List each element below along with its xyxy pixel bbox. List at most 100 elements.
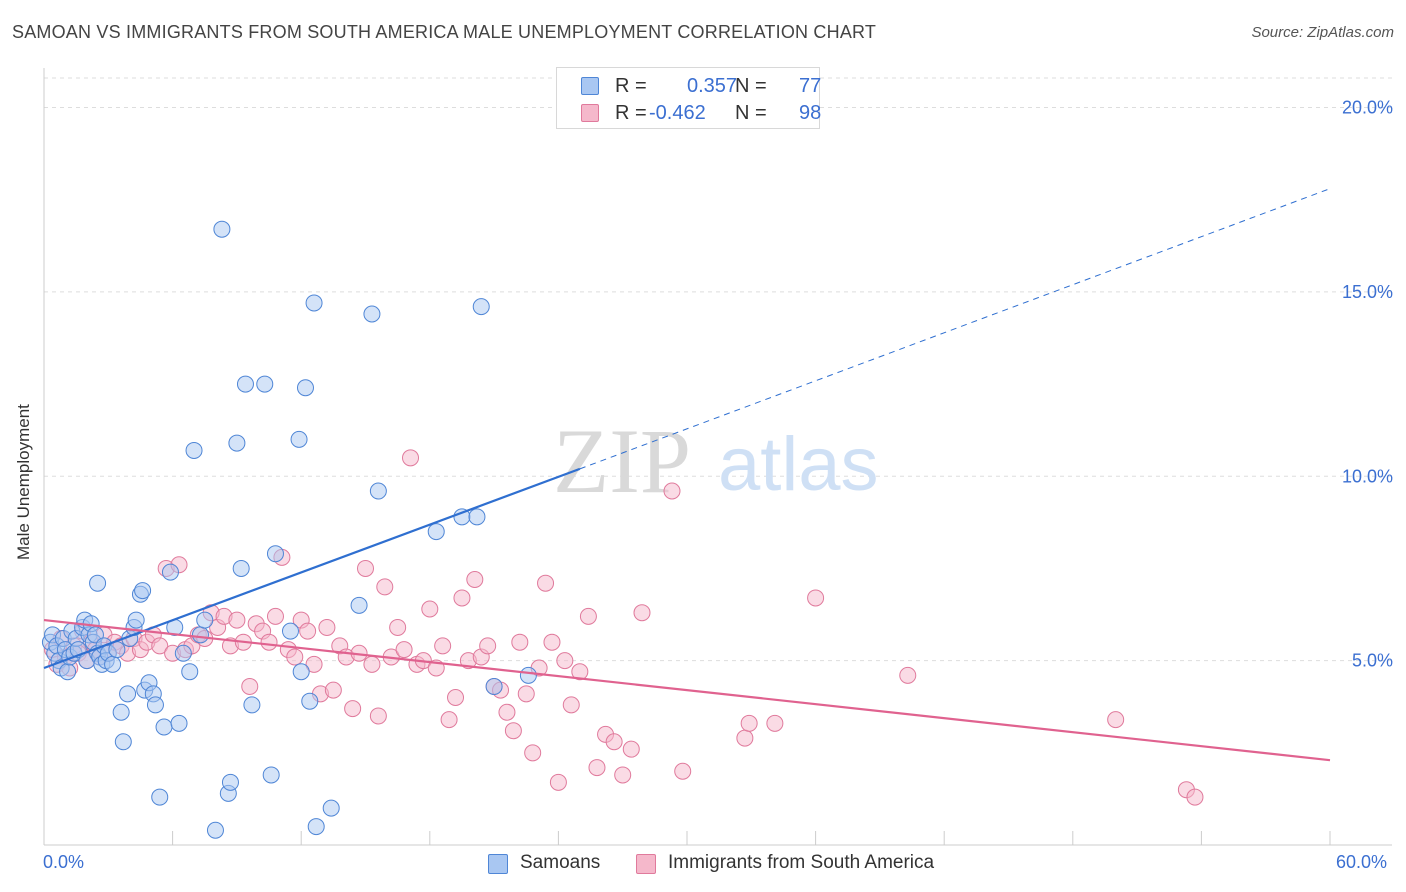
x-tick-max: 60.0% <box>1336 852 1388 872</box>
immigrants-point <box>344 700 362 718</box>
y-tick-label: 5.0% <box>1352 651 1393 671</box>
samoans-point <box>305 294 323 312</box>
samoans-point <box>112 703 130 721</box>
samoans-point <box>485 677 503 695</box>
immigrants-point <box>266 607 284 625</box>
immigrants-point <box>260 633 278 651</box>
samoans-point <box>155 718 173 736</box>
immigrants-point <box>674 762 692 780</box>
immigrants-point <box>363 655 381 673</box>
immigrants-point <box>562 696 580 714</box>
immigrants-point <box>1186 788 1204 806</box>
immigrants-point <box>605 733 623 751</box>
legend-n-value: 77 <box>799 75 822 97</box>
immigrants-point <box>663 482 681 500</box>
samoans-point <box>262 766 280 784</box>
immigrants-point <box>376 578 394 596</box>
samoans-point <box>170 714 188 732</box>
immigrants-point <box>228 611 246 629</box>
samoans-trend-extension <box>579 188 1331 470</box>
legend-swatch-samoans <box>581 77 599 95</box>
samoans-point <box>427 523 445 541</box>
samoans-point <box>59 663 77 681</box>
immigrants-point <box>549 773 567 791</box>
samoans-trend-line <box>43 467 581 670</box>
immigrants-point <box>447 689 465 706</box>
immigrants-point <box>151 637 169 655</box>
samoans-point <box>206 821 224 839</box>
samoans-point <box>213 220 231 238</box>
immigrants-point <box>479 637 497 655</box>
immigrants-point <box>517 685 535 703</box>
legend-n-value: 98 <box>799 102 822 124</box>
y-tick-label: 15.0% <box>1342 282 1393 302</box>
chart-title: SAMOAN VS IMMIGRANTS FROM SOUTH AMERICA … <box>12 22 877 42</box>
axes <box>43 68 1392 846</box>
immigrants-point <box>766 714 784 732</box>
samoans-point <box>185 441 203 459</box>
legend-swatch-immigrants <box>581 104 599 122</box>
immigrants-point <box>434 637 452 655</box>
samoans-point <box>161 563 179 581</box>
legend-r-value: -0.462 <box>649 102 706 124</box>
samoans-point <box>104 655 122 673</box>
samoans-point <box>266 545 284 563</box>
samoans-point <box>119 685 137 703</box>
samoans-point <box>256 375 274 393</box>
immigrants-point <box>740 714 758 732</box>
samoans-point <box>468 508 486 526</box>
samoans-point <box>363 305 381 323</box>
immigrants-point <box>286 648 304 666</box>
immigrants-point <box>389 618 407 636</box>
samoans-point <box>322 799 340 817</box>
samoans-point <box>151 788 169 806</box>
bottom-legend-swatch-samoans <box>488 854 508 874</box>
immigrants-point <box>504 722 522 740</box>
samoans-point <box>146 696 164 714</box>
samoans-point <box>127 611 145 629</box>
trend-lines <box>43 188 1331 762</box>
immigrants-point <box>511 633 529 651</box>
samoans-point <box>191 626 209 644</box>
immigrants-point <box>537 574 555 592</box>
immigrants-point <box>318 618 336 636</box>
immigrants-point <box>421 600 439 618</box>
immigrants-point <box>736 729 754 747</box>
samoans-point <box>290 430 308 448</box>
samoans-points <box>41 220 537 839</box>
immigrants-point <box>571 663 589 681</box>
samoans-point <box>296 379 314 397</box>
y-tick-label: 20.0% <box>1342 98 1393 118</box>
y-tick-label: 10.0% <box>1342 466 1393 486</box>
immigrants-point <box>299 622 317 640</box>
samoans-point <box>114 733 132 751</box>
immigrants-point <box>369 707 387 725</box>
chart-source: Source: ZipAtlas.com <box>1251 24 1394 41</box>
immigrants-point <box>579 607 597 625</box>
immigrants-point <box>556 652 574 670</box>
y-axis-label: Male Unemployment <box>14 404 33 560</box>
legend-r-label: R = <box>615 102 647 124</box>
immigrants-point <box>807 589 825 607</box>
samoans-point <box>472 298 490 316</box>
samoans-point <box>519 666 537 684</box>
watermark-atlas: atlas <box>718 422 879 507</box>
immigrants-point <box>543 633 561 651</box>
immigrants-point <box>402 449 420 467</box>
immigrants-point <box>440 711 458 729</box>
legend-n-label: N = <box>735 102 767 124</box>
samoans-point <box>221 773 239 791</box>
bottom-legend-label: Samoans <box>520 852 601 873</box>
samoans-point <box>301 692 319 710</box>
immigrants-point <box>588 759 606 777</box>
immigrants-point <box>305 655 323 673</box>
immigrants-point <box>899 666 917 684</box>
samoans-point <box>307 818 325 836</box>
legend-r-value: 0.357 <box>687 75 738 97</box>
samoans-point <box>174 644 192 662</box>
immigrants-point <box>633 604 651 622</box>
bottom-legend-label: Immigrants from South America <box>668 852 935 873</box>
immigrants-point <box>324 681 342 699</box>
immigrants-trend-line <box>43 618 1331 762</box>
